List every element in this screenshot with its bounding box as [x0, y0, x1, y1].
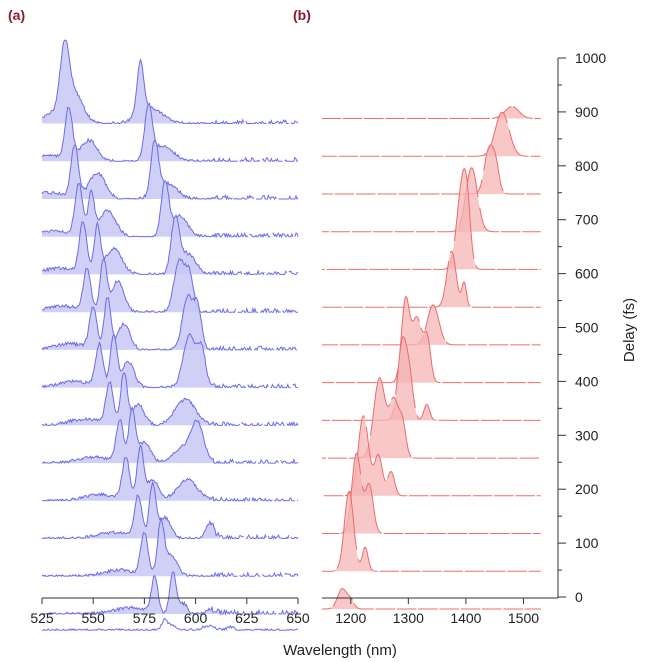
y-axis-title: Delay (fs) [621, 298, 638, 362]
spectrum-a-fill [42, 258, 221, 313]
panel-a-x-tick-label: 575 [133, 610, 157, 626]
spectrum-a-line [41, 405, 299, 465]
panel-a-x-axis: 525 550 575 600 625 650 [30, 597, 310, 626]
panel-b-x-tick-label: 1200 [335, 610, 366, 626]
y-tick-label: 400 [575, 373, 599, 389]
spectrum-a-line [41, 571, 299, 616]
delay-y-axis: 0 100 200 300 400 500 600 700 800 900 1000 [557, 50, 606, 605]
spectrum-a-fill [42, 103, 221, 162]
spectrum-b-line [322, 111, 541, 157]
spectrum-a-line [41, 444, 298, 503]
y-tick-label: 100 [575, 535, 599, 551]
spectrum-b-line [322, 250, 541, 308]
panel-b-chart [322, 106, 541, 610]
spectrum-b-fill [322, 296, 541, 383]
panel-a-x-tick-label: 525 [30, 610, 54, 626]
panel-b-x-tick-label: 1300 [393, 610, 424, 626]
spectrum-a-line [41, 481, 299, 540]
panel-a-x-tick-label: 625 [235, 610, 259, 626]
panel-label-b: (b) [293, 7, 311, 23]
y-tick-label: 300 [575, 427, 599, 443]
spectrum-a-line [41, 333, 298, 389]
y-tick-label: 500 [575, 320, 599, 336]
panel-a-x-tick-label: 550 [82, 610, 106, 626]
spectrum-a-fill [42, 140, 221, 199]
spectrum-a-fill [42, 333, 221, 388]
panel-b-x-axis: 1200 1300 1400 1500 [322, 597, 558, 626]
spectrum-b-fill [322, 415, 541, 496]
spectrum-a-line [41, 139, 299, 201]
spectrum-a-line [41, 39, 299, 125]
spectrum-b-fill [322, 167, 541, 232]
spectrum-b-fill [322, 453, 541, 534]
panel-a-chart [41, 39, 299, 632]
panel-a-x-tick-label: 650 [286, 610, 310, 626]
spectrum-a-fill [42, 571, 221, 614]
spectrum-a-line [41, 214, 299, 276]
x-axis-title: Wavelength (nm) [283, 642, 397, 659]
spectrum-a-fill [42, 40, 221, 124]
spectrum-a-fill [42, 407, 221, 464]
panel-b-x-tick-label: 1500 [508, 610, 539, 626]
spectrum-b-fill [322, 168, 541, 270]
spectrum-a-line [41, 102, 298, 163]
spectrum-b-fill [322, 251, 541, 308]
y-tick-label: 0 [575, 589, 583, 605]
spectrum-b-fill [322, 304, 541, 345]
spectrum-b-fill [322, 588, 541, 609]
spectrum-b-fill [322, 106, 541, 119]
spectrum-a-fill [42, 518, 221, 577]
y-tick-label: 1000 [575, 50, 606, 66]
y-tick-label: 600 [575, 266, 599, 282]
spectrum-a-line [41, 258, 298, 314]
spectrum-b-line [322, 167, 541, 233]
panel-label-a: (a) [8, 7, 25, 23]
spectrum-a-fill [42, 372, 221, 426]
y-tick-label: 900 [575, 104, 599, 120]
y-tick-label: 200 [575, 481, 599, 497]
spectrum-a-fill [42, 445, 221, 501]
spectrum-b-line [322, 295, 541, 384]
spectrum-a-line [41, 516, 299, 578]
y-tick-label: 800 [575, 158, 599, 174]
spectrum-a-line [41, 372, 299, 427]
y-tick-label: 700 [575, 212, 599, 228]
spectrum-a-line [41, 293, 297, 352]
spectrum-a-line [41, 180, 299, 239]
spectrum-b-fill [322, 491, 541, 572]
spectrum-b-fill [322, 377, 541, 459]
spectrum-b-line [322, 168, 541, 270]
spectrum-a-fill [42, 215, 221, 275]
panel-b-x-tick-label: 1400 [450, 610, 481, 626]
spectrum-a-line [42, 617, 299, 632]
spectrum-b-line [322, 490, 541, 572]
spectrum-b-line [322, 588, 541, 610]
spectrum-b-fill [322, 112, 541, 157]
panel-a-x-tick-label: 600 [184, 610, 208, 626]
